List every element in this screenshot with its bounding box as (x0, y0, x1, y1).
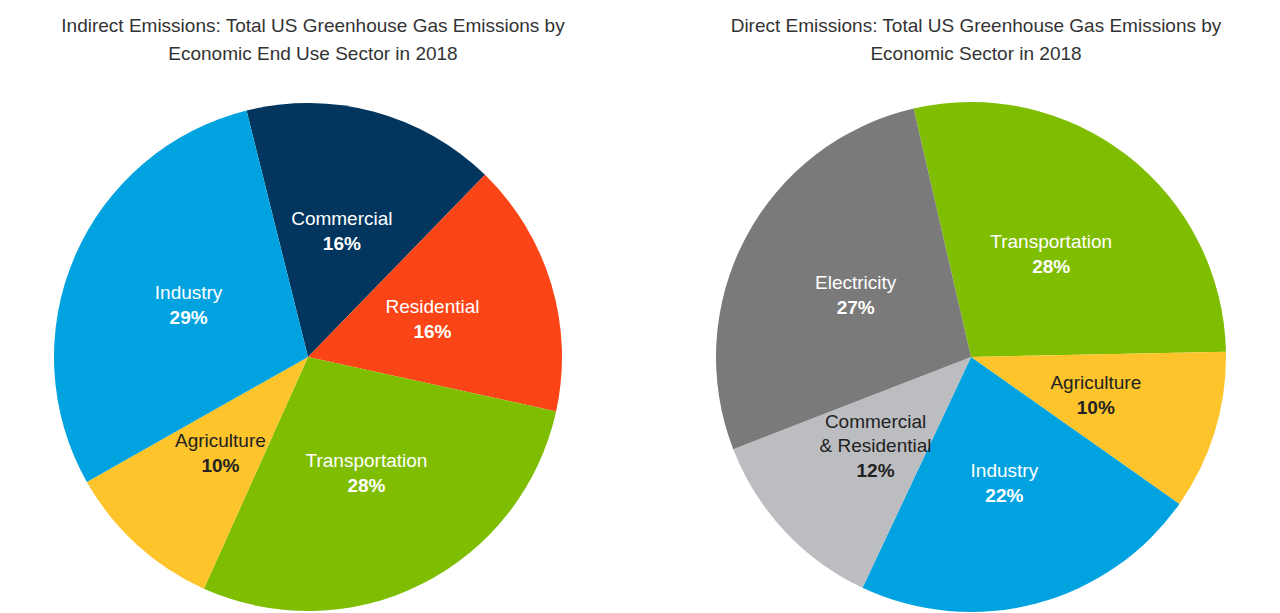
svg-text:& Residential: & Residential (820, 435, 932, 456)
svg-text:Economic End Use Sector in 201: Economic End Use Sector in 2018 (168, 43, 457, 64)
svg-text:Indirect Emissions: Total US G: Indirect Emissions: Total US Greenhouse … (61, 15, 565, 36)
svg-text:Industry: Industry (155, 282, 223, 303)
svg-text:Commercial: Commercial (291, 208, 392, 229)
svg-text:Direct Emissions: Total US Gre: Direct Emissions: Total US Greenhouse Ga… (731, 15, 1222, 36)
svg-text:Residential: Residential (385, 296, 479, 317)
svg-text:10%: 10% (201, 455, 239, 476)
svg-text:Economic Sector in 2018: Economic Sector in 2018 (870, 43, 1081, 64)
svg-text:29%: 29% (170, 307, 208, 328)
svg-text:Commercial: Commercial (825, 411, 926, 432)
svg-text:Industry: Industry (971, 460, 1039, 481)
svg-text:Agriculture: Agriculture (175, 430, 266, 451)
svg-text:10%: 10% (1077, 397, 1115, 418)
svg-text:Transportation: Transportation (306, 450, 428, 471)
svg-text:28%: 28% (1032, 256, 1070, 277)
svg-text:16%: 16% (323, 233, 361, 254)
svg-text:Electricity: Electricity (815, 272, 897, 293)
svg-text:16%: 16% (413, 321, 451, 342)
svg-text:Transportation: Transportation (990, 231, 1112, 252)
svg-text:28%: 28% (347, 475, 385, 496)
svg-text:22%: 22% (985, 485, 1023, 506)
svg-text:27%: 27% (837, 297, 875, 318)
svg-text:Agriculture: Agriculture (1050, 372, 1141, 393)
svg-text:12%: 12% (857, 460, 895, 481)
